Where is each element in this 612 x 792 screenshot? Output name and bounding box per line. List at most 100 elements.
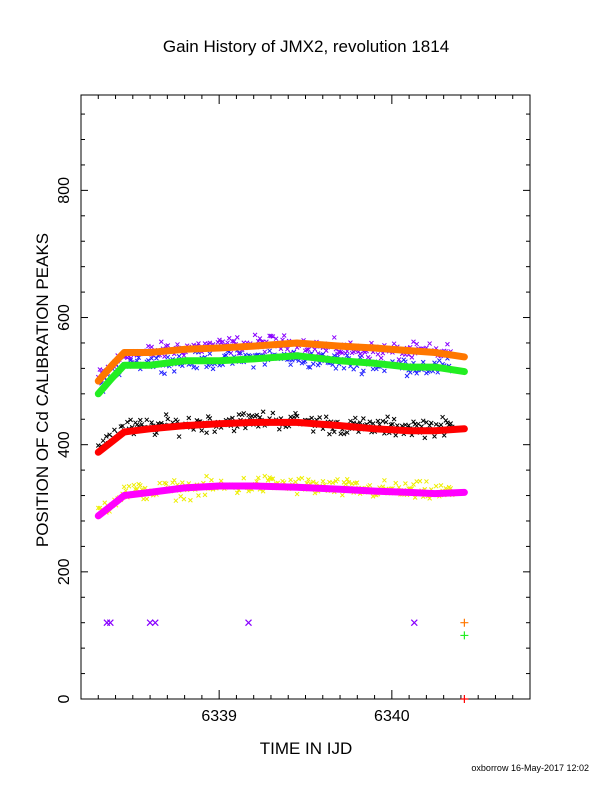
data-point: [382, 477, 387, 483]
data-point: [262, 473, 268, 479]
marker-point: [460, 631, 469, 640]
data-point: [351, 366, 357, 372]
data-point: [299, 475, 305, 481]
data-point: [411, 339, 416, 345]
data-point: [165, 343, 171, 348]
data-point: [393, 432, 399, 438]
data-point: [207, 340, 213, 346]
data-point: [251, 365, 256, 370]
data-point: [262, 362, 268, 367]
y-tick-label: 600: [56, 304, 73, 331]
data-point: [296, 476, 302, 482]
data-point: [330, 480, 336, 486]
data-point: [128, 356, 133, 361]
data-point: [437, 358, 442, 363]
data-point: [380, 418, 386, 424]
data-point: [304, 347, 310, 353]
data-point: [191, 364, 196, 370]
marker-point: [151, 619, 159, 627]
x-tick-label: 6339: [201, 708, 237, 725]
data-point: [231, 428, 237, 434]
data-point: [438, 422, 444, 428]
data-point: [165, 354, 171, 360]
data-point: [176, 353, 182, 359]
data-point: [131, 482, 137, 488]
data-point: [331, 335, 337, 340]
fit-line: [94, 352, 468, 398]
data-point: [343, 481, 348, 487]
y-tick-label: 0: [56, 694, 73, 703]
y-axis-label: POSITION OF Cd CALIBRATION PEAKS: [33, 233, 52, 547]
data-point: [424, 479, 429, 484]
data-point: [149, 356, 154, 361]
data-point: [181, 496, 187, 502]
data-point: [158, 370, 164, 375]
data-point: [202, 492, 208, 498]
data-point: [154, 355, 159, 361]
data-point: [181, 353, 187, 358]
data-point: [409, 354, 415, 360]
data-point: [285, 346, 290, 352]
data-point: [427, 423, 433, 428]
data-point: [199, 428, 205, 433]
data-point: [236, 351, 242, 356]
data-point: [411, 419, 416, 425]
data-point: [294, 413, 300, 419]
data-point: [255, 475, 261, 481]
data-point: [427, 496, 433, 501]
data-point: [294, 491, 300, 497]
axis-ticks: [80, 95, 531, 700]
data-point: [310, 361, 316, 367]
data-point: [257, 414, 263, 420]
data-point: [194, 365, 200, 371]
data-point: [212, 429, 218, 435]
data-point: [158, 339, 164, 345]
data-point: [100, 438, 106, 444]
data-point: [383, 419, 389, 425]
data-point: [234, 335, 240, 340]
data-point: [361, 416, 366, 421]
data-point: [173, 498, 179, 504]
y-tick-label: 400: [56, 431, 73, 458]
data-point: [265, 478, 271, 483]
data-point: [246, 412, 251, 418]
data-point: [407, 370, 413, 375]
data-point: [268, 476, 274, 482]
data-point: [149, 344, 154, 350]
data-point: [137, 417, 143, 423]
data-point: [163, 412, 169, 417]
fit-lines: [94, 339, 468, 520]
fit-line: [94, 339, 468, 385]
data-point: [414, 341, 420, 347]
x-axis-label: TIME IN IJD: [260, 739, 353, 758]
data-point: [231, 339, 237, 344]
y-tick-label: 800: [56, 177, 73, 204]
data-point: [112, 427, 117, 433]
credit-text: oxborrow 16-May-2017 12:02: [471, 763, 589, 773]
data-point: [188, 497, 193, 503]
marker-point: [106, 619, 114, 627]
data-point: [448, 421, 454, 426]
data-point: [171, 369, 177, 374]
data-point: [420, 359, 426, 365]
data-point: [378, 355, 384, 361]
data-point: [428, 420, 434, 426]
fit-line: [94, 482, 468, 520]
chart-title: Gain History of JMX2, revolution 1814: [163, 37, 449, 56]
data-point: [309, 415, 315, 421]
data-point: [186, 415, 192, 421]
data-point: [252, 332, 258, 338]
data-point: [370, 421, 376, 426]
data-point: [139, 422, 145, 427]
data-point: [346, 480, 352, 485]
data-point: [204, 473, 209, 479]
data-point: [254, 412, 260, 418]
data-point: [310, 479, 316, 485]
data-point: [260, 488, 266, 494]
data-point: [344, 352, 350, 358]
data-point: [341, 431, 347, 437]
data-point: [144, 417, 150, 423]
data-point: [432, 433, 437, 439]
data-point: [375, 418, 381, 424]
